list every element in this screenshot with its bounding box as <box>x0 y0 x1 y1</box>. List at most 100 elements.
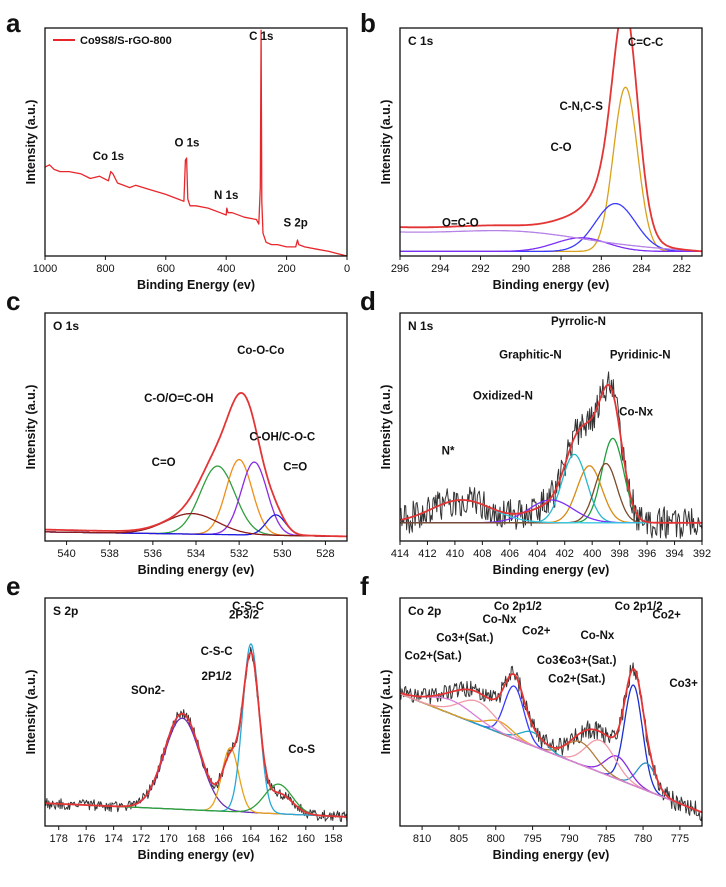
panel-a: a 1000 800 600 400 200 0 Binding Energy (ev) Int… <box>6 8 350 292</box>
peak-annotation: Graphitic-N <box>499 350 562 362</box>
annotations: Co-O-Co C-O/O=C-OH C-OH/C-O-C C=O C=O <box>144 345 315 473</box>
x-axis-label: Binding energy (ev) <box>138 563 255 577</box>
x-tick-label: 408 <box>473 548 491 560</box>
x-tick-label: 288 <box>552 263 570 275</box>
y-axis-label: Intensity (a.u.) <box>24 385 38 470</box>
panel-e: e 178 176 174 172 170 168 166 164 162 160 158 Bindin… <box>6 571 348 862</box>
legend-label: Co9S8/S-rGO-800 <box>80 35 172 47</box>
x-axis-label: Binding Energy (ev) <box>137 278 255 292</box>
x-tick-label: 164 <box>242 833 260 845</box>
series-line-c-o <box>400 237 702 253</box>
x-tick-label: 1000 <box>33 263 57 275</box>
peak-annotation: Co 2p1/2 <box>615 601 663 613</box>
series-line-co2-sat-806-0 <box>400 692 702 813</box>
x-tick-label: 530 <box>273 548 291 560</box>
series-line-envelope <box>45 392 347 538</box>
x-tick-label: 392 <box>693 548 711 560</box>
panel-d: d 414 412 410 408 406 404 402 400 398 396 394 392 Bin… <box>360 286 711 577</box>
peak-annotation: Co-Nx <box>483 614 517 626</box>
panel-title: N 1s <box>408 319 434 333</box>
plot-frame <box>44 312 348 542</box>
x-tick-label: 406 <box>501 548 519 560</box>
x-tick-label: 0 <box>344 263 350 275</box>
peak-annotation: Pyridinic-N <box>610 350 671 362</box>
peak-annotation: Co2+ <box>652 610 681 622</box>
series-line-envelope <box>45 651 347 818</box>
panel-b: b 296 294 292 290 288 286 284 282 Binding energy … <box>360 8 703 292</box>
peak-annotation: O=C-O <box>442 217 479 229</box>
panel-title: Co 2p <box>408 604 441 618</box>
peak-annotation: N 1s <box>214 190 238 202</box>
panel-letter: c <box>6 286 20 316</box>
peak-annotation: Co-Nx <box>580 630 614 642</box>
plot-frame <box>44 27 348 257</box>
peak-annotation: Co-S <box>288 744 315 756</box>
peak-annotation: Co3+(Sat.) <box>436 632 493 644</box>
series-line-c-o-534-2 <box>45 512 347 538</box>
x-tick-label: 780 <box>634 833 652 845</box>
x-tick-label: 284 <box>632 263 650 275</box>
panel-letter: b <box>360 8 376 38</box>
panel-title: S 2p <box>53 604 78 618</box>
x-tick-label: 600 <box>157 263 175 275</box>
peak-annotation: Co 1s <box>93 151 124 163</box>
series-group <box>400 28 702 253</box>
series-line-envelope <box>400 384 702 524</box>
x-tick-label: 398 <box>610 548 628 560</box>
annotations: Co 1s O 1s N 1s C 1s S 2p <box>93 31 308 229</box>
x-tick-label: 402 <box>556 548 574 560</box>
series-line-co9s8-s-rgo-800 <box>45 29 347 256</box>
peak-annotation: C-S-C <box>232 601 264 613</box>
annotations: C=C-C C-N,C-S C-O O=C-O <box>442 37 663 229</box>
panel-title: O 1s <box>53 319 79 333</box>
series-line-envelope <box>400 28 702 253</box>
x-axis-label: Binding energy (ev) <box>493 278 610 292</box>
peak-annotation: Oxidized-N <box>473 391 533 403</box>
peak-annotation: SOn2- <box>131 685 165 697</box>
x-tick-label: 160 <box>297 833 315 845</box>
x-axis: 178 176 174 172 170 168 166 164 162 160 158 <box>50 826 342 845</box>
legend: Co9S8/S-rGO-800 <box>53 35 172 47</box>
y-axis-label: Intensity (a.u.) <box>379 670 393 755</box>
x-axis: 810 805 800 795 790 785 780 775 <box>413 826 689 845</box>
series-group <box>400 662 702 822</box>
peak-annotation: 2P3/2 <box>229 610 259 622</box>
x-tick-label: 775 <box>671 833 689 845</box>
y-axis-label: Intensity (a.u.) <box>24 670 38 755</box>
peak-annotation: O 1s <box>174 138 199 150</box>
x-tick-label: 400 <box>583 548 601 560</box>
x-tick-label: 404 <box>528 548 546 560</box>
x-tick-label: 805 <box>450 833 468 845</box>
peak-annotation: C-O/O=C-OH <box>144 393 213 405</box>
peak-annotation: C-O <box>551 142 572 154</box>
x-axis: 1000 800 600 400 200 0 <box>33 256 350 275</box>
peak-annotation: C=C-C <box>628 37 663 49</box>
x-tick-label: 810 <box>413 833 431 845</box>
x-axis-label: Binding energy (ev) <box>493 563 610 577</box>
peak-annotation: Pyrrolic-N <box>551 316 606 328</box>
panel-letter: f <box>360 571 369 601</box>
x-tick-label: 174 <box>104 833 122 845</box>
peak-annotation: Co2+ <box>522 625 551 637</box>
plot-frame <box>399 27 703 257</box>
x-tick-label: 170 <box>159 833 177 845</box>
panel-c: c 540 538 536 534 532 530 528 Binding energy (ev… <box>6 286 348 577</box>
peak-annotation: C-N,C-S <box>559 101 603 113</box>
series-group <box>45 29 347 256</box>
x-axis: 540 538 536 534 532 530 528 <box>57 541 335 560</box>
series-group <box>400 371 702 539</box>
x-tick-label: 400 <box>217 263 235 275</box>
peak-annotation: Co2+(Sat.) <box>548 673 605 685</box>
x-tick-label: 282 <box>673 263 691 275</box>
peak-annotation: Co3+(Sat.) <box>559 655 616 667</box>
series-line-raw-data <box>400 662 702 822</box>
peak-annotation: Co3+ <box>537 655 566 667</box>
x-tick-label: 532 <box>230 548 248 560</box>
y-axis-label: Intensity (a.u.) <box>24 100 38 185</box>
peak-annotation: N* <box>442 445 455 457</box>
peak-annotation: C=O <box>283 461 307 473</box>
series-line-raw-data <box>45 646 347 823</box>
x-tick-label: 296 <box>391 263 409 275</box>
series-line-envelope <box>400 667 702 814</box>
